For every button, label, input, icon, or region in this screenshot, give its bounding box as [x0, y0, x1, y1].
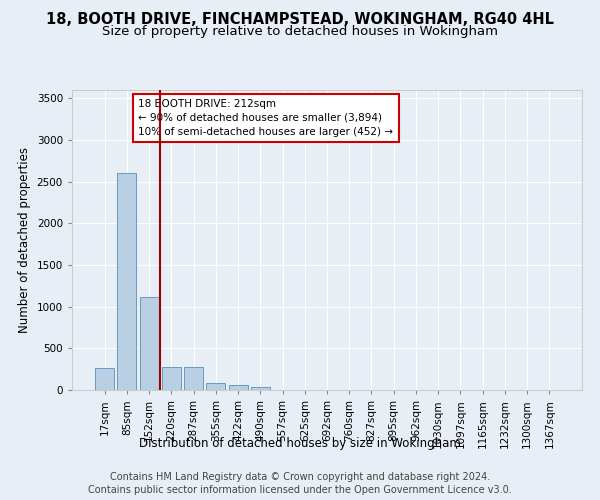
Bar: [251, 386, 270, 390]
Text: 18 BOOTH DRIVE: 212sqm
← 90% of detached houses are smaller (3,894)
10% of semi-: 18 BOOTH DRIVE: 212sqm ← 90% of detached…: [139, 99, 394, 137]
Bar: [140, 296, 158, 390]
Text: Contains public sector information licensed under the Open Government Licence v3: Contains public sector information licen…: [88, 485, 512, 495]
Bar: [184, 366, 203, 390]
Bar: [229, 385, 248, 390]
Bar: [162, 366, 181, 390]
Bar: [118, 174, 136, 390]
Text: Distribution of detached houses by size in Wokingham: Distribution of detached houses by size …: [139, 438, 461, 450]
Text: Size of property relative to detached houses in Wokingham: Size of property relative to detached ho…: [102, 25, 498, 38]
Text: Contains HM Land Registry data © Crown copyright and database right 2024.: Contains HM Land Registry data © Crown c…: [110, 472, 490, 482]
Y-axis label: Number of detached properties: Number of detached properties: [18, 147, 31, 333]
Text: 18, BOOTH DRIVE, FINCHAMPSTEAD, WOKINGHAM, RG40 4HL: 18, BOOTH DRIVE, FINCHAMPSTEAD, WOKINGHA…: [46, 12, 554, 28]
Bar: [95, 368, 114, 390]
Bar: [206, 382, 225, 390]
